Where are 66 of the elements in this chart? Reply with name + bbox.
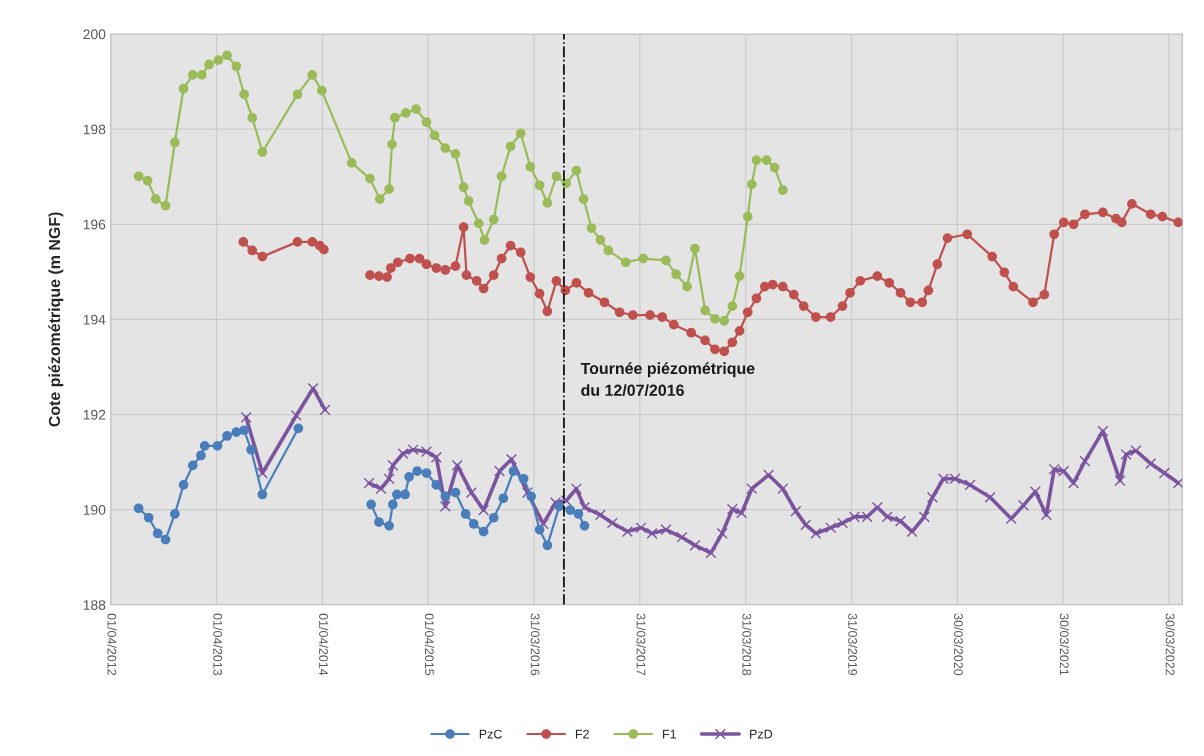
point: [440, 491, 451, 502]
point: [431, 480, 442, 490]
y-tick-label: 198: [83, 124, 106, 135]
point: [152, 528, 163, 539]
point: [554, 501, 565, 512]
x-tick-label: 30/03/2021: [1059, 613, 1069, 676]
point: [542, 540, 553, 551]
legend-label: PzC: [479, 729, 502, 739]
point: [518, 473, 529, 484]
x-tick-label: 01/04/2015: [424, 613, 435, 676]
legend-label: F2: [575, 729, 589, 739]
point: [187, 460, 198, 471]
y-tick-label: 192: [83, 409, 106, 420]
point: [178, 480, 189, 490]
point: [508, 466, 519, 477]
point: [488, 512, 499, 523]
point: [169, 509, 180, 519]
y-tick-label: 194: [83, 314, 106, 325]
point: [478, 526, 489, 537]
point: [222, 431, 232, 441]
point: [246, 444, 256, 455]
point: [212, 441, 223, 451]
point: [366, 499, 376, 510]
point: [231, 427, 242, 438]
point: [133, 503, 144, 514]
point: [199, 441, 210, 451]
point: [450, 487, 461, 498]
legend-label: PzD: [750, 729, 773, 739]
point: [421, 468, 432, 478]
x-tick-label: 01/04/2013: [213, 613, 223, 676]
x-tick-label: 01/04/2012: [107, 613, 117, 676]
point: [388, 499, 398, 510]
x-tick-label: 31/03/2017: [636, 613, 646, 676]
point: [196, 450, 206, 461]
ref-line-label: Tournée piézométrique du 12/07/2016: [580, 362, 755, 397]
y-tick-label: 188: [83, 600, 106, 610]
point: [534, 524, 545, 535]
point: [160, 534, 171, 545]
x-tick-label: 31/03/2019: [848, 613, 858, 676]
point: [257, 489, 268, 500]
point: [412, 466, 423, 477]
y-tick-label: 196: [83, 219, 106, 230]
point: [468, 519, 479, 529]
x-tick-label: 31/03/2018: [742, 613, 752, 676]
y-tick-label: 190: [83, 505, 106, 515]
point: [565, 505, 576, 516]
point: [460, 509, 471, 519]
x-tick-label: 01/04/2014: [319, 613, 329, 676]
point: [384, 520, 394, 531]
x-tick-label: 30/03/2020: [953, 613, 964, 676]
point: [526, 491, 537, 502]
x-tick-label: 30/03/2022: [1165, 613, 1175, 676]
point: [400, 489, 410, 500]
point: [293, 423, 304, 434]
point: [579, 520, 590, 531]
y-axis-title: Cote piézométrique (m NGF): [48, 212, 64, 427]
legend-label: F1: [663, 729, 676, 739]
point: [392, 489, 402, 500]
x-tick-label: 31/03/2016: [530, 613, 540, 676]
point: [404, 471, 414, 482]
point: [573, 509, 584, 519]
point: [239, 425, 249, 436]
y-tick-label: 200: [83, 29, 106, 40]
point: [498, 493, 509, 504]
point: [374, 517, 384, 527]
point: [143, 512, 154, 523]
